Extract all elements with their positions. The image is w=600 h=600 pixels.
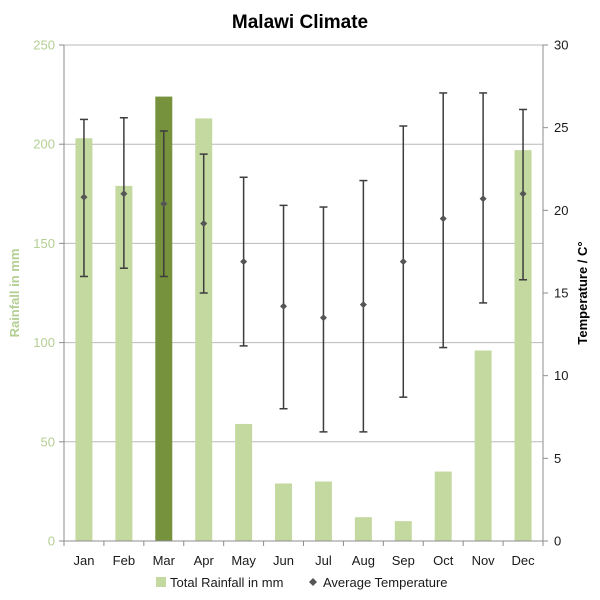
rainfall-bar [434, 471, 452, 541]
legend-label-rainfall: Total Rainfall in mm [170, 575, 283, 590]
right-tick-label: 15 [554, 286, 568, 301]
rainfall-bar [474, 350, 492, 541]
right-tick-label: 5 [554, 451, 561, 466]
right-tick-label: 20 [554, 203, 568, 218]
temperature-point [519, 190, 527, 198]
x-tick-label: May [231, 553, 256, 568]
x-tick-label: Oct [433, 553, 454, 568]
rainfall-bar [394, 521, 412, 541]
rainfall-bar [155, 96, 173, 542]
legend-swatch-rainfall [156, 577, 166, 587]
right-tick-label: 0 [554, 534, 561, 549]
x-tick-label: Feb [113, 553, 135, 568]
x-tick-label: Apr [194, 553, 215, 568]
x-tick-label: Sep [392, 553, 415, 568]
rainfall-bar [354, 517, 372, 541]
rainfall-bar [275, 483, 293, 541]
x-tick-label: Mar [153, 553, 176, 568]
y-axis-label-left: Rainfall in mm [7, 249, 22, 338]
legend-marker-temperature [309, 578, 317, 586]
left-tick-label: 150 [33, 236, 55, 251]
temperature-point [160, 200, 168, 208]
rainfall-bar [115, 185, 133, 541]
rainfall-bar [75, 138, 93, 542]
right-tick-label: 25 [554, 120, 568, 135]
rainfall-bar [514, 150, 532, 542]
temperature-point [479, 195, 487, 203]
chart-title: Malawi Climate [232, 12, 368, 33]
temperature-point [439, 215, 447, 223]
left-tick-label: 100 [33, 335, 55, 350]
temperature-point [399, 258, 407, 266]
rainfall-bar [235, 423, 253, 541]
axis-ticks: 0 50 100 150 200 250 0 5 10 15 20 25 30 Jan Feb Mar Apr M… [33, 38, 568, 569]
grid-lines [64, 44, 543, 443]
legend: Total Rainfall in mm Average Temperature [156, 575, 448, 590]
right-tick-label: 30 [554, 38, 568, 53]
rainfall-bars [75, 96, 532, 542]
x-tick-label: Jun [273, 553, 294, 568]
x-tick-label: Aug [352, 553, 375, 568]
x-tick-label: Dec [511, 553, 535, 568]
temperature-point [80, 193, 88, 201]
temperature-point [359, 301, 367, 309]
temperature-point [120, 190, 128, 198]
y-axis-label-right: Temperature / C° [575, 241, 590, 344]
x-tick-label: Jan [73, 553, 94, 568]
x-tick-label: Nov [472, 553, 496, 568]
temperature-point [280, 302, 288, 310]
left-tick-label: 0 [48, 534, 55, 549]
temperature-point [200, 220, 208, 228]
left-tick-label: 200 [33, 137, 55, 152]
temperature-point [319, 314, 327, 322]
right-tick-label: 10 [554, 368, 568, 383]
left-tick-label: 250 [33, 38, 55, 53]
temperature-ranges [79, 92, 528, 433]
rainfall-bar [314, 481, 332, 541]
x-tick-label: Jul [315, 553, 332, 568]
rainfall-bar [195, 118, 213, 542]
temperature-point [240, 258, 248, 266]
legend-label-temperature: Average Temperature [323, 575, 448, 590]
left-tick-label: 50 [41, 434, 55, 449]
